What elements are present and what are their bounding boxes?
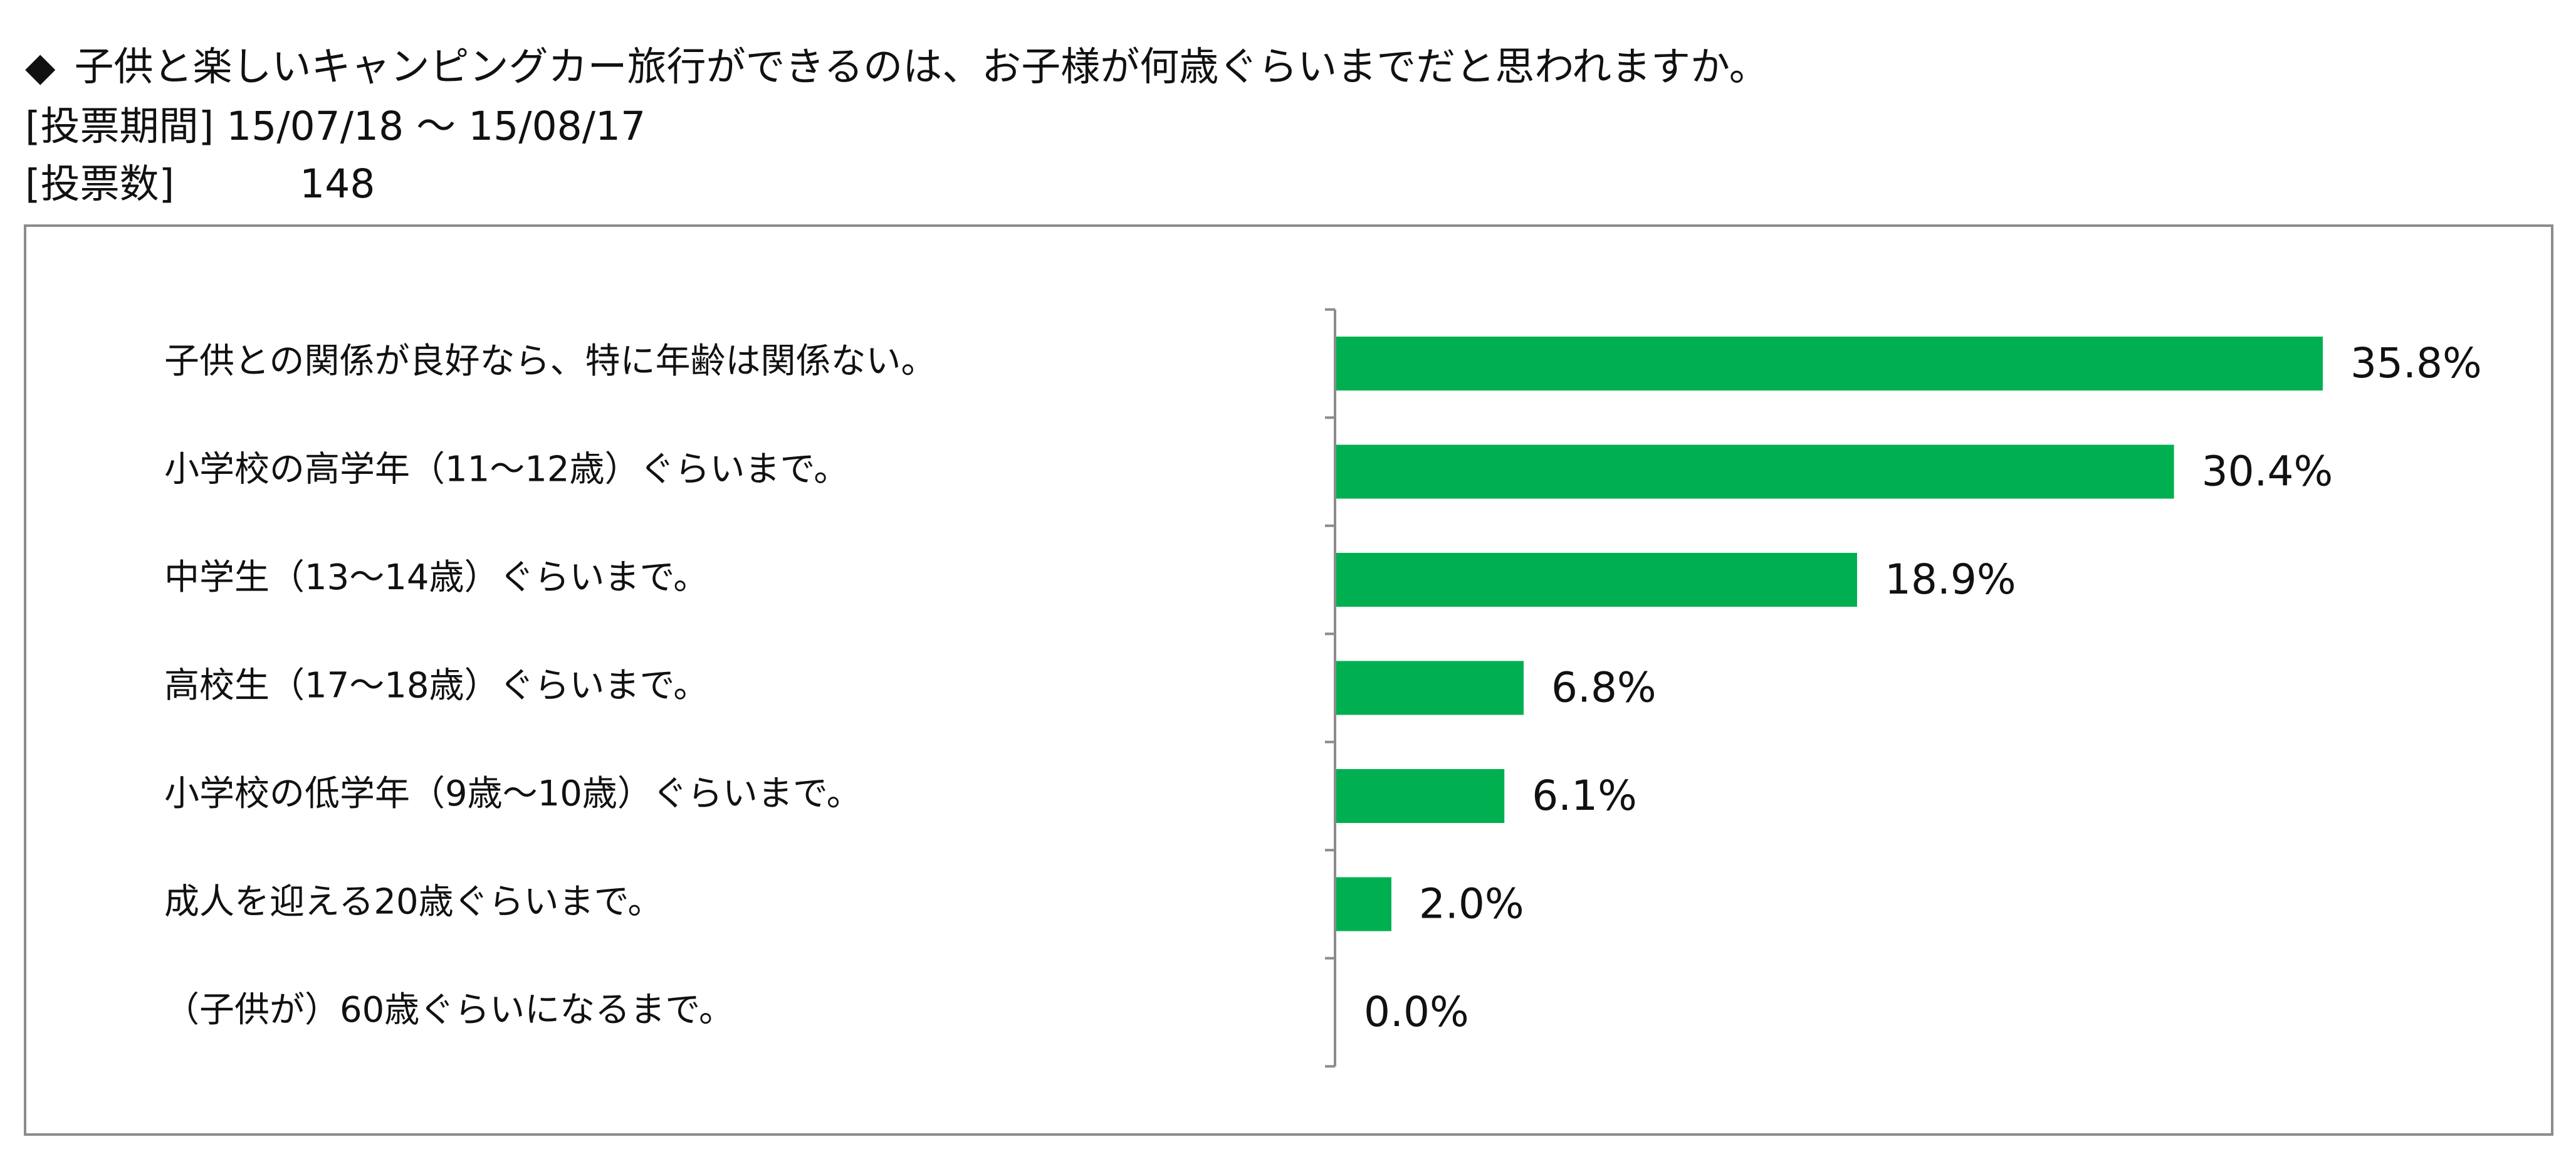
voting-period-line: [投票期間] 15/07/18 ～ 15/08/17 — [25, 107, 646, 146]
bar-chart: 子供との関係が良好なら、特に年齢は関係ない。 35.8% 小学校の高学年（11～12… — [164, 308, 2482, 1068]
chart-frame: 子供との関係が良好なら、特に年齢は関係ない。 35.8% 小学校の高学年（11～12… — [24, 224, 2553, 1136]
question-line: ◆ 子供と楽しいキャンピングカー旅行ができるのは、お子様が何歳ぐらいまでだと思われ… — [25, 47, 1769, 86]
voting-period-value: 15/07/18 ～ 15/08/17 — [226, 103, 646, 149]
vote-count-line: [投票数] 148 — [25, 164, 375, 204]
data-label: 18.9% — [1885, 555, 2016, 604]
category-label: 子供との関係が良好なら、特に年齢は関係ない。 — [164, 341, 936, 382]
category-label: 小学校の低学年（9歳～10歳）ぐらいまで。 — [164, 773, 862, 814]
bar — [1336, 553, 1857, 607]
bar — [1336, 769, 1505, 823]
data-label: 30.4% — [2202, 448, 2333, 496]
data-label: 6.1% — [1532, 772, 1637, 820]
bar — [1336, 337, 2323, 391]
bar — [1336, 444, 2174, 499]
vote-count-value: 148 — [300, 161, 375, 207]
bar — [1336, 877, 1391, 931]
category-label: 小学校の高学年（11～12歳）ぐらいまで。 — [164, 449, 849, 490]
data-label: 35.8% — [2350, 339, 2482, 387]
voting-period-label: [投票期間] — [25, 103, 214, 149]
bar — [1336, 661, 1524, 715]
category-label: 成人を迎える20歳ぐらいまで。 — [164, 882, 662, 923]
vote-count-label: [投票数] — [25, 161, 175, 207]
category-label: （子供が）60歳ぐらいになるまで。 — [164, 990, 734, 1030]
question-text: 子供と楽しいキャンピングカー旅行ができるのは、お子様が何歳ぐらいまでだと思われま… — [74, 44, 1769, 90]
diamond-bullet-icon: ◆ — [25, 44, 56, 90]
category-label: 高校生（17～18歳）ぐらいまで。 — [164, 666, 708, 706]
data-label: 0.0% — [1364, 988, 1469, 1036]
data-label: 6.8% — [1551, 664, 1657, 712]
category-label: 中学生（13～14歳）ぐらいまで。 — [164, 557, 708, 598]
data-label: 2.0% — [1419, 880, 1524, 928]
